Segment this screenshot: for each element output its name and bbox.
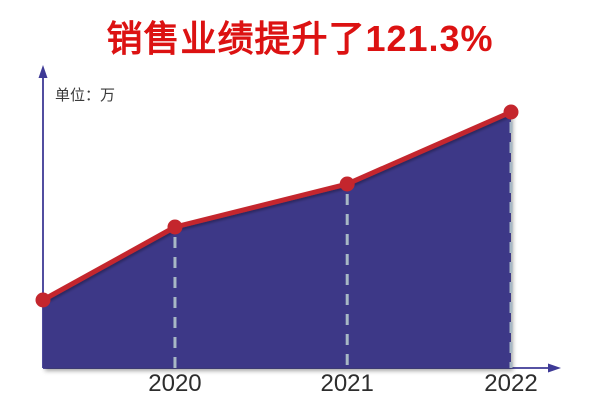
x-axis-arrow-icon (548, 363, 561, 373)
data-point-marker-2020 (167, 219, 183, 235)
y-axis-arrow-icon (38, 65, 48, 78)
x-tick-label-2020: 2020 (148, 370, 202, 397)
area-fill (43, 112, 511, 368)
y-axis-unit-label: 单位：万 (55, 86, 116, 104)
data-point-marker-start (35, 292, 51, 308)
data-point-marker-2022 (503, 104, 519, 120)
x-tick-label-2021: 2021 (320, 370, 374, 397)
data-point-marker-2021 (339, 176, 355, 192)
trend-line (40, 109, 514, 303)
chart-title: 销售业绩提升了121.3% (106, 18, 494, 59)
x-tick-label-2022: 2022 (484, 370, 538, 397)
